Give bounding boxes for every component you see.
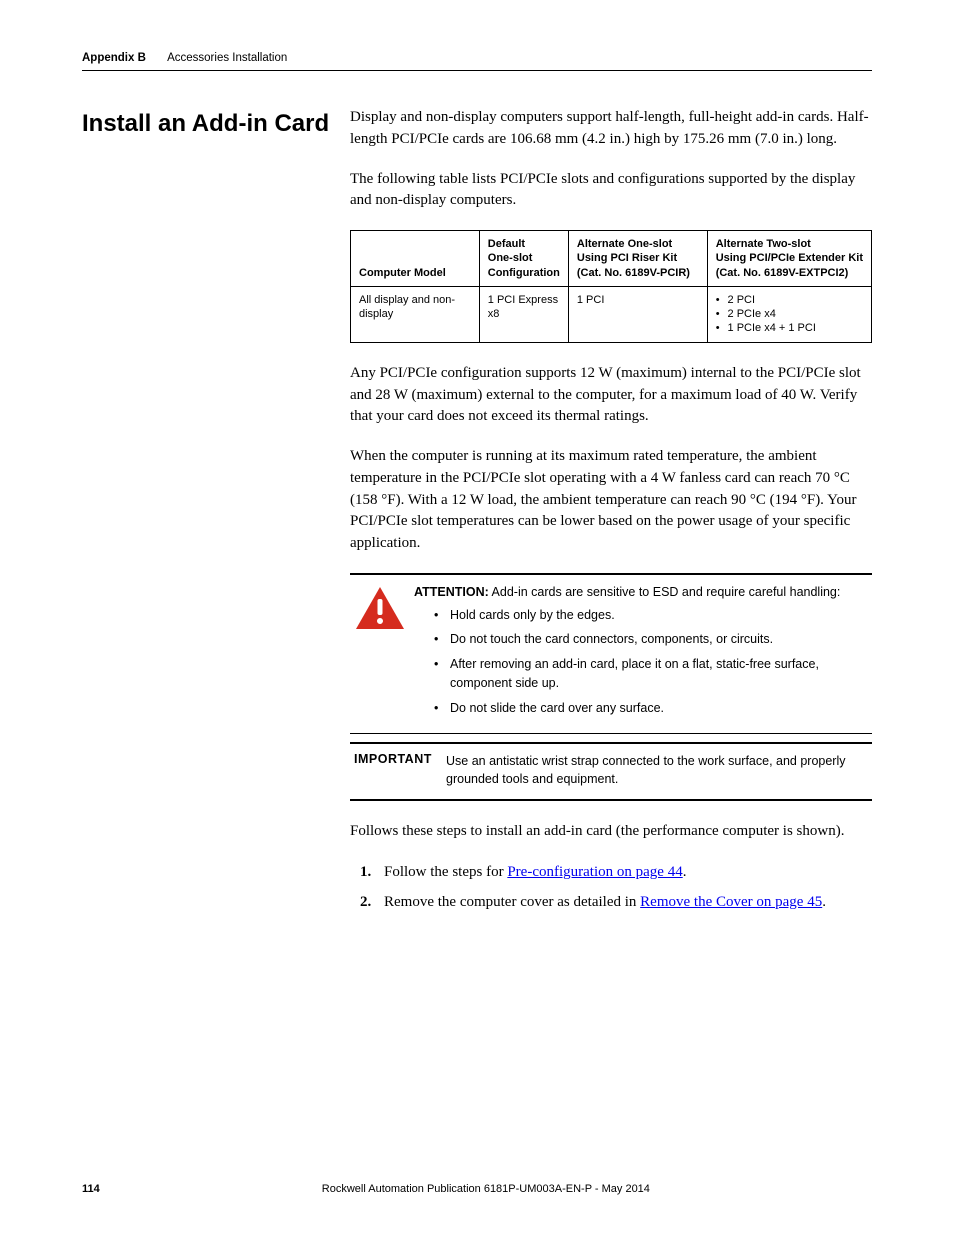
install-steps: 1. Follow the steps for Pre-configuratio… — [350, 860, 872, 915]
step-number: 1. — [360, 860, 371, 886]
table-header: Alternate Two-slot Using PCI/PCIe Extend… — [707, 231, 871, 287]
table-cell: 1 PCI — [568, 286, 707, 342]
page-footer: 114 Rockwell Automation Publication 6181… — [82, 1183, 872, 1195]
table-cell: 2 PCI 2 PCIe x4 1 PCIe x4 + 1 PCI — [707, 286, 871, 342]
table-cell: All display and non-display — [351, 286, 480, 342]
table-header: Alternate One-slot Using PCI Riser Kit (… — [568, 231, 707, 287]
step-text: . — [683, 864, 687, 880]
body-paragraph: When the computer is running at its maxi… — [350, 446, 872, 555]
slot-config-table: Computer Model Default One-slot Configur… — [350, 230, 872, 343]
body-paragraph: Follows these steps to install an add-in… — [350, 821, 872, 843]
attention-item: After removing an add-in card, place it … — [434, 655, 868, 693]
table-cell-item: 2 PCIe x4 — [716, 307, 863, 321]
appendix-title: Accessories Installation — [167, 52, 287, 64]
section-heading: Install an Add-in Card — [82, 107, 350, 137]
table-cell-item: 1 PCIe x4 + 1 PCI — [716, 321, 863, 335]
step-text: . — [822, 894, 826, 910]
publication-info: Rockwell Automation Publication 6181P-UM… — [100, 1183, 872, 1195]
attention-intro: Add-in cards are sensitive to ESD and re… — [489, 585, 841, 599]
step-item: 2. Remove the computer cover as detailed… — [384, 890, 872, 916]
page-number: 114 — [82, 1183, 100, 1195]
table-cell: 1 PCI Express x8 — [479, 286, 568, 342]
body-paragraph: Display and non-display computers suppor… — [350, 107, 872, 151]
important-callout: IMPORTANT Use an antistatic wrist strap … — [350, 742, 872, 800]
attention-item: Hold cards only by the edges. — [434, 606, 868, 625]
remove-cover-link[interactable]: Remove the Cover on page 45 — [640, 894, 822, 910]
table-header: Computer Model — [351, 231, 480, 287]
body-paragraph: The following table lists PCI/PCIe slots… — [350, 169, 872, 213]
table-header: Default One-slot Configuration — [479, 231, 568, 287]
appendix-label: Appendix B — [82, 52, 146, 64]
attention-item: Do not slide the card over any surface. — [434, 699, 868, 718]
body-paragraph: Any PCI/PCIe configuration supports 12 W… — [350, 363, 872, 428]
table-cell-item: 2 PCI — [716, 293, 863, 307]
step-item: 1. Follow the steps for Pre-configuratio… — [384, 860, 872, 886]
important-label: IMPORTANT — [354, 752, 446, 766]
warning-triangle-icon — [354, 583, 414, 636]
step-text: Follow the steps for — [384, 864, 507, 880]
step-text: Remove the computer cover as detailed in — [384, 894, 640, 910]
page-header: Appendix B Accessories Installation — [82, 52, 872, 71]
table-row: All display and non-display 1 PCI Expres… — [351, 286, 872, 342]
attention-item: Do not touch the card connectors, compon… — [434, 630, 868, 649]
attention-label: ATTENTION: — [414, 585, 489, 599]
preconfig-link[interactable]: Pre-configuration on page 44 — [507, 864, 682, 880]
step-number: 2. — [360, 890, 371, 916]
attention-callout: ATTENTION: Add-in cards are sensitive to… — [350, 573, 872, 735]
important-text: Use an antistatic wrist strap connected … — [446, 752, 868, 788]
